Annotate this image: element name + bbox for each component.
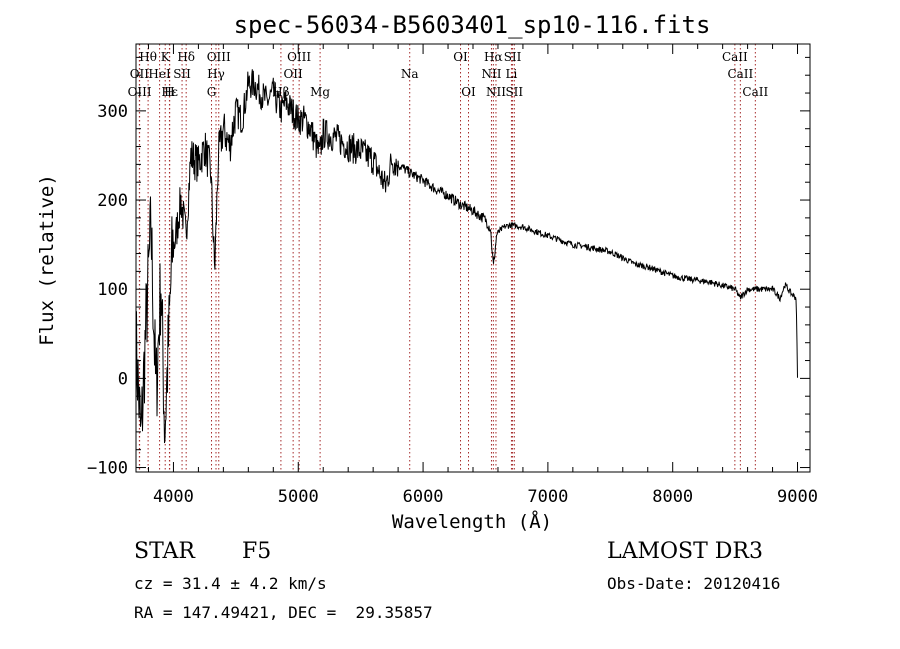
spectrum-line	[135, 69, 798, 444]
line-label-5: OI	[453, 50, 468, 64]
x-tick-label-7000: 7000	[527, 487, 568, 507]
line-label-6: Hα	[484, 50, 503, 64]
y-tick-label-300: 300	[97, 102, 128, 122]
y-tick-label-100: 100	[97, 280, 128, 300]
coordinates: RA = 147.49421, DEC = 29.35857	[134, 603, 433, 622]
line-label-27: CaII	[742, 85, 768, 99]
line-label-4: OIII	[287, 50, 311, 64]
object-subclass: F5	[242, 539, 272, 564]
x-tick-label-9000: 9000	[777, 487, 818, 507]
y-axis-label: Flux (relative)	[36, 174, 58, 346]
x-tick-label-4000: 4000	[153, 487, 194, 507]
line-label-26: SII	[505, 85, 523, 99]
y-axis-ticks: −100 0 100 200 300	[87, 56, 810, 479]
line-label-19: Hε	[161, 85, 178, 99]
line-label-14: Na	[401, 67, 419, 81]
line-label-9: OII	[130, 67, 150, 81]
line-label-2: Hδ	[177, 50, 195, 64]
plot-frame	[135, 43, 811, 473]
object-class: STAR	[134, 539, 195, 564]
x-tick-label-5000: 5000	[278, 487, 319, 507]
survey-name: LAMOST DR3	[607, 539, 763, 564]
chart-title: spec-56034-B5603401_sp10-116.fits	[234, 11, 711, 39]
line-label-17: CaII	[727, 67, 753, 81]
line-label-20: H	[164, 85, 174, 99]
x-tick-label-6000: 6000	[403, 487, 444, 507]
x-axis-ticks: 4000 5000 6000 7000 8000 9000	[147, 44, 818, 507]
observation-date: Obs-Date: 20120416	[607, 574, 781, 593]
line-label-0: Hθ	[139, 50, 157, 64]
spectral-line-markers	[138, 44, 756, 472]
line-label-16: Li	[506, 67, 518, 81]
line-label-10: HeI	[148, 67, 171, 81]
y-tick-label-200: 200	[97, 191, 128, 211]
line-label-11: SII	[173, 67, 191, 81]
redshift-velocity: cz = 31.4 ± 4.2 km/s	[134, 574, 327, 593]
line-label-1: K	[161, 50, 171, 64]
line-label-24: OI	[461, 85, 476, 99]
x-tick-label-8000: 8000	[652, 487, 693, 507]
line-label-7: SII	[504, 50, 522, 64]
line-label-3: OIII	[207, 50, 231, 64]
line-label-15: NII	[481, 67, 501, 81]
x-axis-label: Wavelength (Å)	[392, 510, 552, 533]
y-tick-label--100: −100	[87, 459, 128, 479]
line-label-23: Mg	[310, 85, 330, 99]
y-tick-label-0: 0	[118, 369, 128, 389]
line-label-18: OIII	[128, 85, 152, 99]
line-label-21: G	[207, 85, 217, 99]
line-label-25: NII	[486, 85, 506, 99]
line-label-8: CaII	[722, 50, 748, 64]
line-label-12: Hγ	[207, 67, 225, 81]
line-label-13: OII	[283, 67, 303, 81]
